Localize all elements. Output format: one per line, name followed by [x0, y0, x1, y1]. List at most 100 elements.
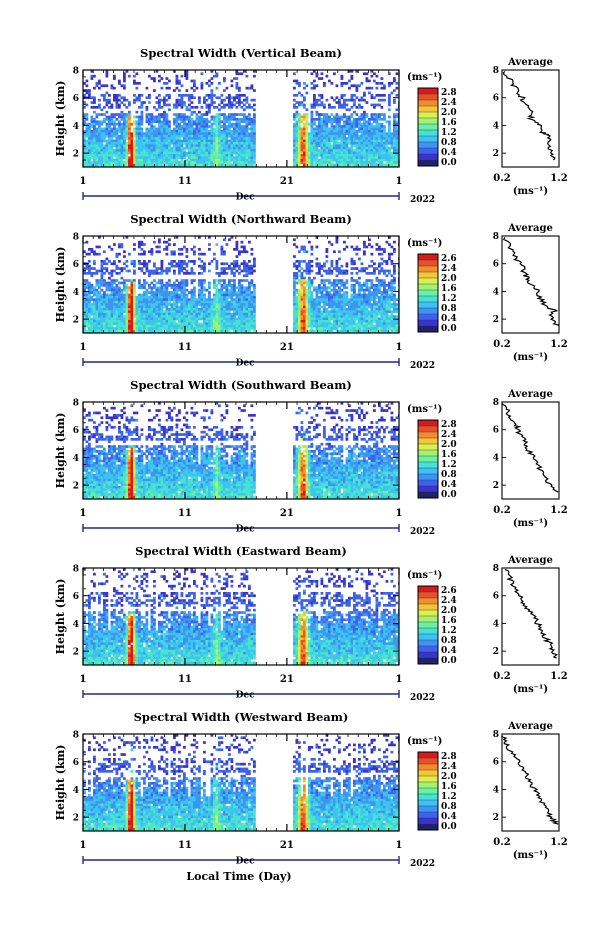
heatmap-cell: [146, 113, 149, 116]
heatmap-cell: [373, 149, 376, 152]
heatmap-cell: [333, 118, 336, 121]
heatmap-cell: [238, 164, 241, 167]
heatmap-cell: [243, 135, 246, 138]
heatmap-cell: [351, 106, 354, 109]
y-tick-label: 8: [73, 67, 79, 77]
heatmap-cell: [333, 106, 336, 109]
heatmap-cell: [188, 325, 191, 328]
heatmap-cell: [348, 161, 351, 164]
heatmap-cell: [206, 125, 209, 128]
heatmap-cell: [203, 310, 206, 313]
heatmap-cell: [241, 164, 244, 167]
heatmap-cell: [393, 154, 396, 157]
heatmap-cell: [188, 149, 191, 152]
heatmap-cell: [121, 147, 124, 150]
heatmap-cell: [166, 142, 169, 145]
heatmap-cell: [358, 116, 361, 119]
heatmap-cell: [248, 144, 251, 147]
heatmap-cell: [361, 106, 364, 109]
heatmap-cell: [88, 130, 91, 133]
heatmap-cell: [196, 298, 199, 301]
heatmap-cell: [388, 161, 391, 164]
heatmap-cell: [206, 82, 209, 85]
heatmap-cell: [203, 142, 206, 145]
heatmap-cell: [213, 159, 216, 162]
heatmap-cell: [171, 310, 174, 313]
heatmap-cell: [168, 327, 171, 330]
heatmap-cell: [126, 132, 129, 135]
heatmap-cell: [301, 294, 304, 297]
heatmap-cell: [108, 123, 111, 126]
heatmap-cell: [91, 152, 94, 155]
heatmap-cell: [253, 132, 256, 135]
heatmap-cell: [233, 289, 236, 292]
heatmap-cell: [296, 149, 299, 152]
heatmap-cell: [96, 130, 99, 133]
heatmap-cell: [301, 130, 304, 133]
heatmap-cell: [361, 82, 364, 85]
heatmap-cell: [158, 135, 161, 138]
heatmap-cell: [161, 330, 164, 333]
heatmap-cell: [158, 128, 161, 131]
heatmap-cell: [148, 330, 151, 333]
heatmap-cell: [161, 301, 164, 304]
heatmap-cell: [228, 144, 231, 147]
heatmap-cell: [301, 248, 304, 251]
heatmap-cell: [248, 282, 251, 285]
heatmap-cell: [103, 113, 106, 116]
heatmap-cell: [173, 313, 176, 316]
heatmap-cell: [173, 132, 176, 135]
heatmap-cell: [156, 267, 159, 270]
heatmap-cell: [186, 272, 189, 275]
heatmap-cell: [201, 128, 204, 131]
heatmap-cell: [113, 313, 116, 316]
heatmap-cell: [306, 137, 309, 140]
heatmap-cell: [206, 140, 209, 143]
heatmap-cell: [193, 128, 196, 131]
heatmap-cell: [186, 270, 189, 273]
heatmap-cell: [293, 140, 296, 143]
heatmap-cell: [158, 125, 161, 128]
heatmap-cell: [243, 113, 246, 116]
heatmap-cell: [201, 294, 204, 297]
heatmap-cell: [241, 298, 244, 301]
heatmap-cell: [391, 152, 394, 155]
heatmap-cell: [303, 248, 306, 251]
heatmap-cell: [118, 116, 121, 119]
heatmap-cell: [333, 135, 336, 138]
heatmap-cell: [316, 137, 319, 140]
heatmap-cell: [141, 140, 144, 143]
heatmap-cell: [181, 125, 184, 128]
heatmap-cell: [301, 147, 304, 150]
heatmap-cell: [198, 265, 201, 268]
heatmap-cell: [336, 156, 339, 159]
heatmap-cell: [203, 262, 206, 265]
heatmap-cell: [236, 308, 239, 311]
heatmap-cell: [218, 82, 221, 85]
heatmap-cell: [346, 120, 349, 123]
heatmap-cell: [311, 111, 314, 114]
heatmap-cell: [123, 147, 126, 150]
heatmap-cell: [233, 286, 236, 289]
heatmap-cell: [383, 113, 386, 116]
heatmap-cell: [163, 301, 166, 304]
heatmap-cell: [93, 313, 96, 316]
heatmap-cell: [328, 164, 331, 167]
heatmap-cell: [131, 156, 134, 159]
heatmap-cell: [231, 303, 234, 306]
heatmap-cell: [226, 322, 229, 325]
heatmap-cell: [193, 147, 196, 150]
heatmap-cell: [208, 104, 211, 107]
heatmap-cell: [121, 116, 124, 119]
heatmap-cell: [293, 104, 296, 107]
heatmap-cell: [173, 308, 176, 311]
heatmap-cell: [321, 72, 324, 75]
heatmap-cell: [336, 116, 339, 119]
heatmap-cell: [218, 125, 221, 128]
heatmap-cell: [116, 291, 119, 294]
heatmap-cell: [118, 310, 121, 313]
heatmap-cell: [178, 99, 181, 102]
heatmap-cell: [136, 298, 139, 301]
heatmap-cell: [208, 137, 211, 140]
heatmap-cell: [223, 149, 226, 152]
